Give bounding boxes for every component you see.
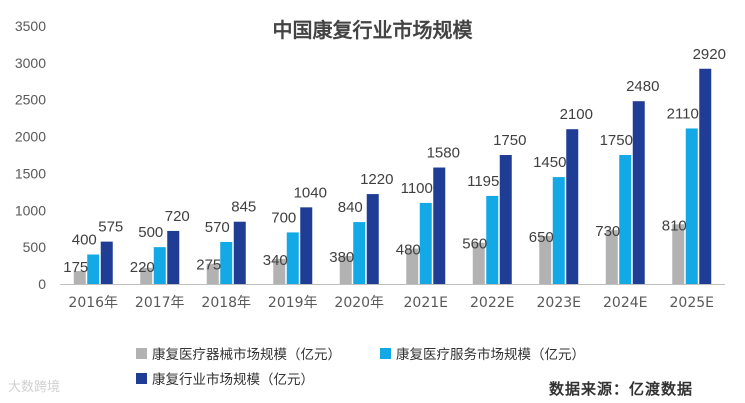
y-tick-label: 2500 [15, 92, 46, 108]
x-tick-label: 2021E [404, 295, 448, 311]
data-label-industry: 1220 [360, 171, 393, 188]
bar-service [552, 177, 565, 284]
legend-swatch-service [380, 347, 391, 359]
bar-service [486, 195, 499, 284]
data-label-device: 480 [396, 242, 421, 259]
data-label-service: 2110 [667, 105, 699, 122]
bar-service [220, 241, 233, 284]
bar-industry [433, 167, 446, 284]
bar-service [619, 155, 632, 284]
data-label-device: 380 [329, 249, 354, 266]
bar-device [73, 271, 86, 284]
x-tick-label: 2022E [470, 295, 514, 311]
x-tick-label: 2016年 [68, 295, 118, 311]
bar-industry [499, 155, 512, 284]
bar-industry [566, 129, 579, 284]
y-tick-label: 3500 [15, 18, 46, 34]
bar-device [273, 258, 286, 284]
data-label-service: 1450 [533, 154, 566, 171]
bar-device [206, 263, 219, 284]
data-label-industry: 2920 [693, 46, 726, 63]
bar-industry [366, 194, 379, 284]
watermark-text: 大数跨境 [8, 380, 61, 395]
chart-title: 中国康复行业市场规模 [272, 18, 473, 42]
data-label-industry: 1580 [427, 145, 460, 162]
bar-device [472, 242, 485, 284]
bar-service [87, 254, 100, 284]
bar-device [406, 248, 419, 284]
bar-service [353, 222, 366, 284]
data-label-device: 560 [462, 236, 487, 253]
y-tick-label: 3000 [15, 55, 46, 71]
bar-service [685, 128, 698, 284]
data-label-industry: 2100 [560, 106, 593, 123]
data-label-service: 1195 [467, 173, 499, 190]
y-tick-label: 1000 [15, 202, 46, 218]
data-label-device: 810 [662, 217, 687, 234]
bar-industry [699, 68, 712, 284]
data-label-service: 700 [271, 209, 296, 226]
legend-label-industry: 康复行业市场规模（亿元） [152, 372, 314, 388]
data-label-device: 340 [263, 252, 288, 269]
bar-device [672, 224, 685, 284]
x-tick-label: 2018年 [201, 295, 251, 311]
x-tick-label: 2019年 [268, 295, 318, 311]
data-label-service: 400 [72, 232, 97, 249]
data-label-industry: 845 [231, 199, 256, 216]
x-tick-label: 2017年 [135, 295, 185, 311]
data-label-industry: 575 [98, 219, 123, 236]
data-label-industry: 2480 [626, 78, 659, 95]
x-tick-label: 2023E [537, 295, 581, 311]
data-label-service: 570 [205, 219, 230, 236]
y-tick-label: 500 [23, 239, 47, 255]
legend-label-device: 康复医疗器械市场规模（亿元） [152, 347, 341, 363]
bar-industry [100, 241, 113, 284]
data-label-device: 175 [63, 259, 88, 276]
bar-device [339, 255, 352, 284]
bar-industry [233, 221, 246, 284]
legend-item-industry: 康复行业市场规模（亿元） [136, 368, 314, 388]
y-tick-label: 2000 [15, 129, 46, 145]
data-label-service: 1750 [600, 132, 633, 149]
x-tick-label: 2025E [670, 295, 714, 311]
data-label-device: 730 [595, 223, 620, 240]
bar-industry [167, 230, 180, 284]
bar-service [153, 247, 166, 284]
legend-swatch-device [136, 347, 147, 359]
data-label-industry: 1750 [493, 132, 526, 149]
bar-device [140, 267, 153, 284]
bar-industry [632, 101, 645, 284]
x-tick-label: 2020年 [334, 295, 384, 311]
data-label-device: 275 [196, 257, 221, 274]
legend-swatch-industry [136, 372, 147, 384]
x-tick-label: 2024E [603, 295, 647, 311]
data-label-device: 220 [130, 259, 155, 276]
data-label-industry: 720 [165, 208, 190, 225]
data-label-service: 840 [338, 199, 363, 216]
y-tick-label: 1500 [15, 165, 46, 181]
data-label-device: 650 [529, 229, 554, 246]
bar-device [605, 230, 618, 284]
bar-service [286, 232, 299, 284]
data-label-industry: 1040 [294, 184, 327, 201]
bar-service [419, 202, 432, 284]
data-source: 数据来源：亿渡数据 [548, 380, 693, 398]
data-label-service: 500 [138, 224, 163, 241]
y-tick-label: 0 [38, 276, 46, 292]
bar-device [539, 236, 552, 284]
data-label-service: 1100 [401, 180, 433, 197]
bar-industry [300, 207, 313, 284]
legend-item-service: 康复医疗服务市场规模（亿元） [380, 343, 585, 363]
legend-label-service: 康复医疗服务市场规模（亿元） [396, 347, 585, 363]
legend-item-device: 康复医疗器械市场规模（亿元） [136, 343, 341, 363]
